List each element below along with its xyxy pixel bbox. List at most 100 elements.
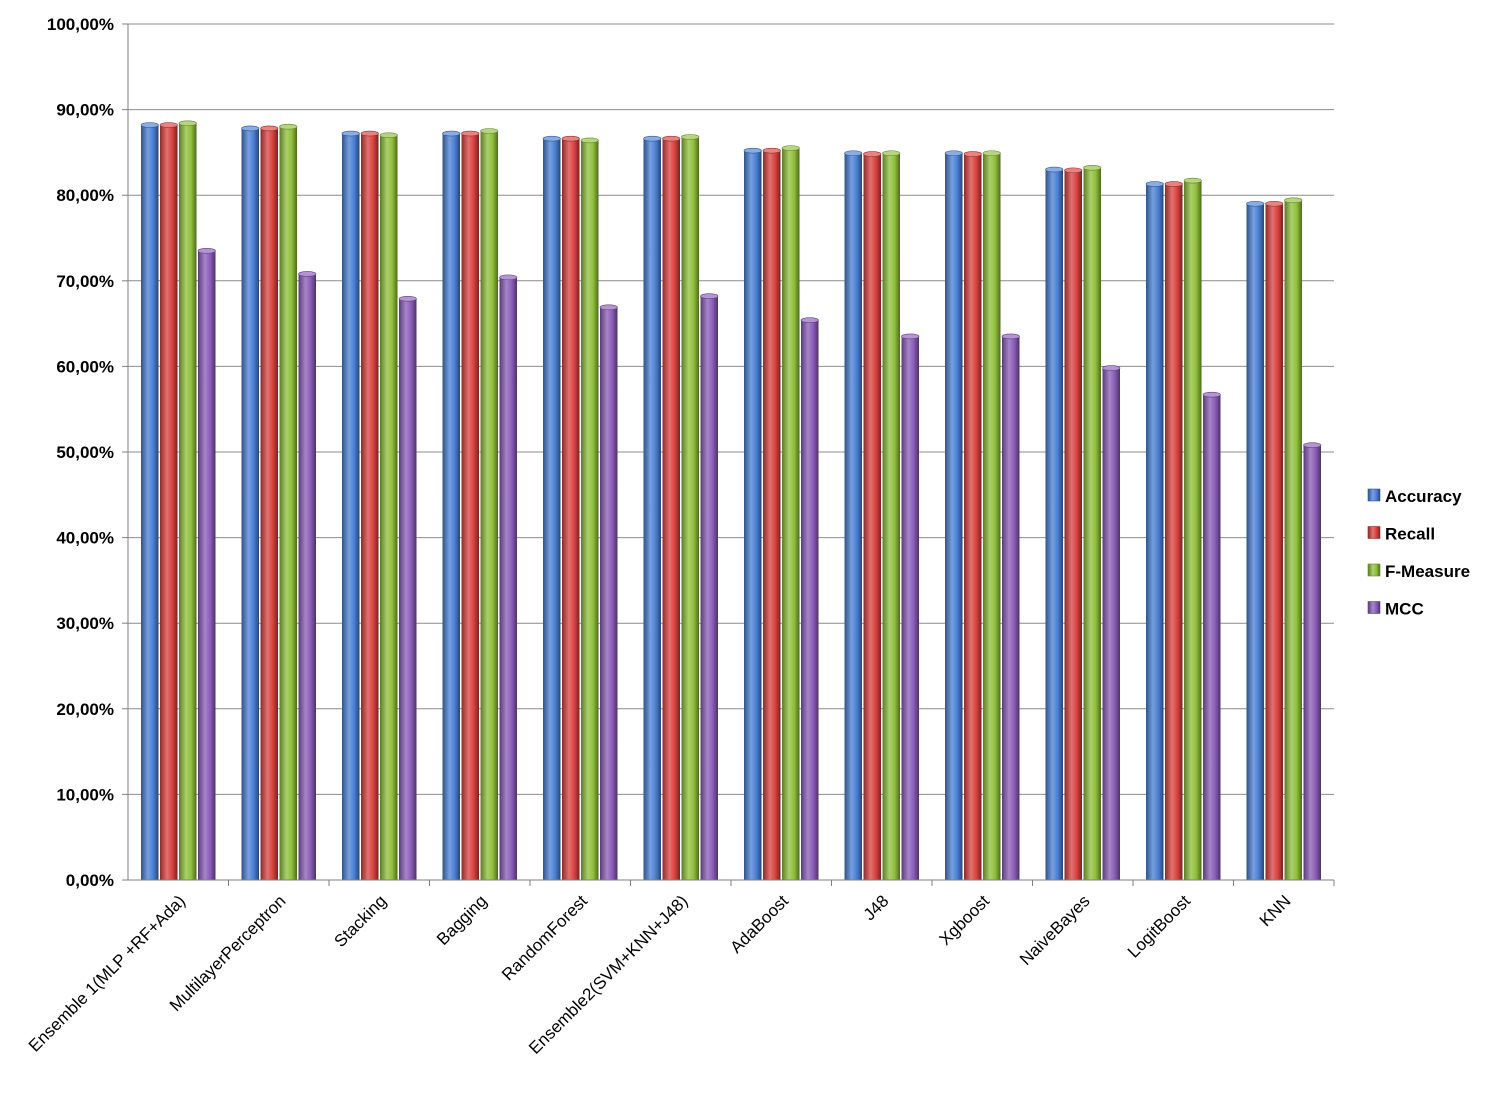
- bar-recall: [160, 125, 178, 881]
- bar-accuracy: [844, 153, 862, 881]
- bar-cap: [1064, 167, 1083, 174]
- bar-cap: [499, 274, 518, 281]
- x-tick-label: Stacking: [331, 891, 391, 951]
- y-axis-tick-labels: 0,00% 10,00% 20,00% 30,00% 40,00% 50,00% 60,00…: [47, 15, 114, 890]
- y-tick-label: 70,00%: [56, 272, 114, 291]
- bar-f-measure: [782, 148, 800, 880]
- bar-f-measure: [380, 135, 398, 880]
- axes: [122, 23, 1335, 886]
- bar-recall: [662, 138, 680, 881]
- bar-accuracy: [1146, 184, 1164, 880]
- bars: [140, 120, 1322, 881]
- bar-cap: [1102, 365, 1121, 371]
- legend-swatch: [1367, 563, 1381, 577]
- bar-cap: [260, 125, 279, 132]
- bar-f-measure: [882, 153, 900, 881]
- bar-cap: [140, 122, 159, 128]
- y-tick-label: 10,00%: [56, 785, 114, 804]
- bar-cap: [863, 151, 882, 157]
- bar-cap: [762, 147, 781, 154]
- bar-cap: [1001, 333, 1020, 340]
- bar-cap: [379, 132, 398, 139]
- bar-cap: [1083, 165, 1102, 171]
- bar-cap: [159, 122, 178, 128]
- bar-cap: [963, 151, 982, 157]
- bar-cap: [982, 150, 1001, 157]
- y-tick-label: 80,00%: [56, 186, 114, 205]
- bar-cap: [681, 134, 700, 140]
- legend-swatch: [1367, 526, 1381, 539]
- bar-f-measure: [983, 153, 1001, 881]
- y-tick-label: 20,00%: [56, 700, 114, 719]
- bar-cap: [1284, 197, 1303, 204]
- x-tick-label: NaiveBayes: [1016, 891, 1094, 969]
- grid-lines: [128, 23, 1334, 795]
- x-tick-label: Ensemble2(SVM+KNN+J48): [525, 891, 691, 1057]
- bar-f-measure: [1184, 180, 1202, 880]
- legend-label: Accuracy: [1385, 487, 1462, 506]
- y-tick-label: 40,00%: [56, 529, 114, 548]
- bar-recall: [763, 150, 781, 881]
- x-tick-label: KNN: [1256, 891, 1295, 930]
- x-tick-label: AdaBoost: [727, 891, 793, 957]
- bar-cap: [599, 304, 618, 311]
- bar-mcc: [399, 298, 417, 880]
- bar-recall: [260, 128, 278, 880]
- bar-mcc: [1102, 368, 1120, 880]
- bar-f-measure: [1083, 167, 1101, 881]
- bar-mcc: [198, 250, 216, 881]
- bar-cap: [241, 125, 260, 132]
- bar-cap: [1202, 391, 1221, 398]
- bar-cap: [1183, 177, 1202, 184]
- bar-mcc: [1303, 445, 1321, 880]
- bar-accuracy: [141, 125, 159, 881]
- bar-cap: [341, 130, 360, 137]
- x-tick-label: Xgboost: [936, 891, 994, 949]
- y-tick-label: 0,00%: [66, 871, 114, 890]
- bar-f-measure: [581, 140, 599, 880]
- bar-accuracy: [442, 133, 460, 880]
- bar-mcc: [901, 336, 919, 880]
- y-tick-label: 50,00%: [56, 443, 114, 462]
- legend: Accuracy Recall F-Measure MCC: [1367, 487, 1470, 619]
- bar-accuracy: [241, 128, 259, 880]
- bar-recall: [1165, 184, 1183, 880]
- bar-cap: [901, 333, 920, 340]
- bar-cap: [1265, 200, 1284, 207]
- legend-label: Recall: [1385, 525, 1435, 544]
- bar-cap: [398, 295, 417, 302]
- bar-accuracy: [1045, 169, 1063, 880]
- bar-cap: [743, 147, 762, 154]
- bar-cap: [480, 128, 499, 134]
- bar-recall: [863, 154, 881, 880]
- bar-cap: [178, 120, 197, 127]
- bar-cap: [844, 150, 863, 157]
- y-tick-label: 30,00%: [56, 614, 114, 633]
- bar-mcc: [801, 320, 819, 880]
- bar-cap: [643, 135, 662, 142]
- bar-f-measure: [279, 126, 297, 881]
- legend-swatch: [1367, 488, 1381, 502]
- bar-cap: [197, 248, 216, 254]
- bar-cap: [700, 293, 719, 300]
- bar-recall: [461, 133, 479, 880]
- bar-mcc: [1203, 394, 1221, 880]
- bar-recall: [1265, 203, 1283, 880]
- bar-cap: [800, 317, 819, 323]
- bar-recall: [562, 138, 580, 881]
- bar-cap: [561, 135, 580, 142]
- y-tick-label: 60,00%: [56, 357, 114, 376]
- bar-cap: [279, 123, 298, 130]
- legend-label: F-Measure: [1385, 562, 1470, 581]
- bar-cap: [662, 135, 681, 142]
- bar-cap: [781, 145, 800, 151]
- bar-mcc: [1002, 336, 1020, 880]
- y-tick-label: 90,00%: [56, 101, 114, 120]
- bar-cap: [1246, 200, 1265, 207]
- y-tick-label: 100,00%: [47, 15, 114, 34]
- x-tick-label: Ensemble 1(MLP +RF+Ada): [25, 891, 189, 1055]
- x-tick-label: MultilayerPerceptron: [166, 891, 290, 1015]
- bar-cap: [542, 135, 561, 142]
- bar-recall: [361, 133, 379, 880]
- bar-cap: [1164, 181, 1183, 187]
